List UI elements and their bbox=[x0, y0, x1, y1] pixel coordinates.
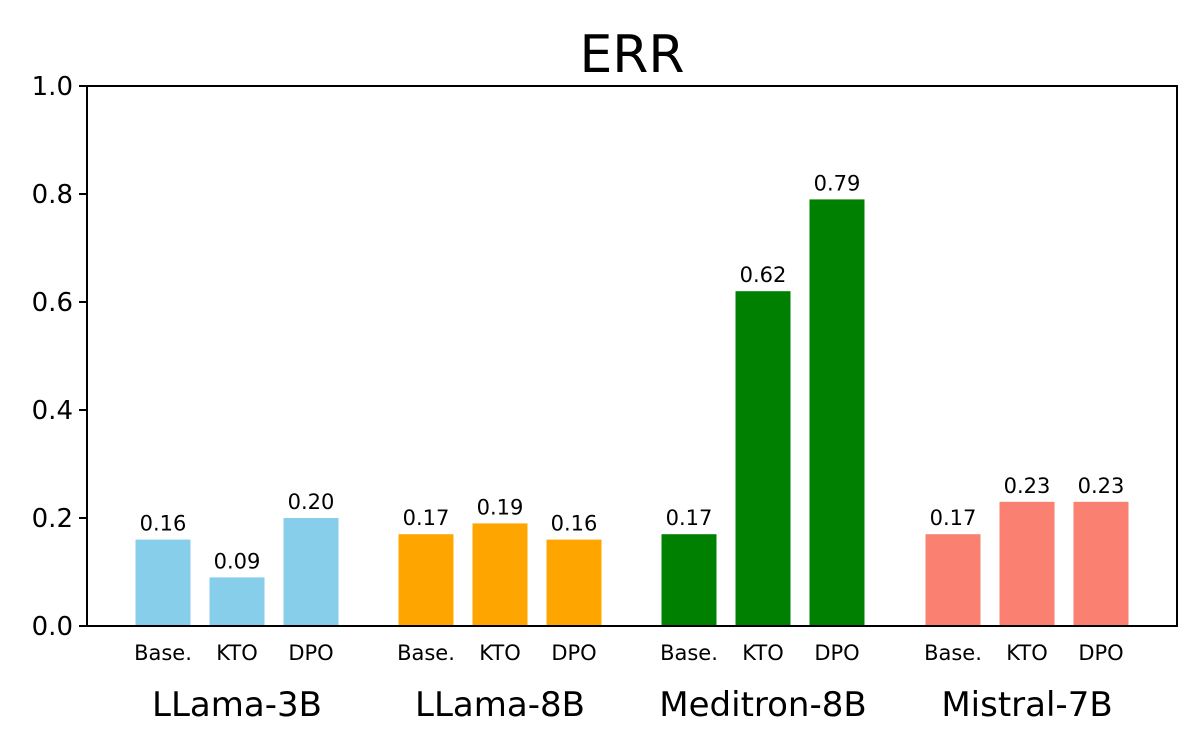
x-tick-label: Base. bbox=[660, 641, 718, 665]
bar-llama-8b-kto bbox=[472, 523, 528, 626]
bar-value-label: 0.62 bbox=[740, 263, 787, 287]
x-tick-label: DPO bbox=[551, 641, 596, 665]
bar-value-label: 0.23 bbox=[1004, 474, 1051, 498]
group-label: LLama-8B bbox=[415, 685, 585, 725]
bar-llama-8b-dpo bbox=[546, 539, 602, 626]
group-label: LLama-3B bbox=[152, 685, 322, 725]
bar-value-label: 0.17 bbox=[403, 506, 450, 530]
y-tick-label: 0.6 bbox=[32, 288, 73, 318]
value-labels-layer: 0.16 0.09 0.20 0.17 0.19 0.16 0.17 0.62 0.79 0.17… bbox=[140, 171, 1125, 573]
bars-layer bbox=[135, 199, 1129, 626]
y-tick-label: 0.4 bbox=[32, 396, 73, 426]
bar-llama-8b-base bbox=[398, 534, 454, 626]
bar-value-label: 0.09 bbox=[214, 549, 261, 573]
y-tick-label: 0.0 bbox=[32, 612, 73, 642]
bar-value-label: 0.17 bbox=[666, 506, 713, 530]
bar-mistral-7b-base bbox=[925, 534, 981, 626]
y-axis: 0.0 0.2 0.4 0.6 0.8 1.0 bbox=[32, 72, 87, 642]
bar-mistral-7b-dpo bbox=[1073, 501, 1129, 626]
plot-frame bbox=[86, 85, 1178, 627]
bar-value-label: 0.16 bbox=[140, 512, 187, 536]
y-tick-label: 0.2 bbox=[32, 504, 73, 534]
bar-llama-3b-dpo bbox=[283, 518, 339, 626]
bar-meditron-8b-kto bbox=[735, 291, 791, 626]
bar-meditron-8b-dpo bbox=[809, 199, 865, 626]
y-tick-label: 0.8 bbox=[32, 180, 73, 210]
group-label: Meditron-8B bbox=[659, 685, 866, 725]
x-tick-label: KTO bbox=[479, 641, 521, 665]
bar-value-label: 0.20 bbox=[288, 490, 335, 514]
bar-llama-3b-kto bbox=[209, 577, 265, 626]
bar-value-label: 0.16 bbox=[551, 512, 598, 536]
x-labels-layer: Base. KTO DPO LLama-3B Base. KTO DPO LLama-8B Ba… bbox=[134, 641, 1124, 725]
bar-value-label: 0.23 bbox=[1078, 474, 1125, 498]
bar-value-label: 0.79 bbox=[814, 171, 861, 195]
x-tick-label: DPO bbox=[814, 641, 859, 665]
y-tick-label: 1.0 bbox=[32, 72, 73, 102]
x-tick-label: Base. bbox=[397, 641, 455, 665]
x-tick-label: Base. bbox=[924, 641, 982, 665]
bar-value-label: 0.19 bbox=[477, 495, 524, 519]
x-tick-label: KTO bbox=[742, 641, 784, 665]
bar-mistral-7b-kto bbox=[999, 501, 1055, 626]
bar-value-label: 0.17 bbox=[930, 506, 977, 530]
x-tick-label: DPO bbox=[288, 641, 333, 665]
group-label: Mistral-7B bbox=[941, 685, 1112, 725]
x-tick-label: DPO bbox=[1078, 641, 1123, 665]
chart-title: ERR bbox=[579, 25, 684, 85]
x-tick-label: KTO bbox=[216, 641, 258, 665]
x-tick-label: KTO bbox=[1006, 641, 1048, 665]
bar-llama-3b-base bbox=[135, 539, 191, 626]
x-tick-label: Base. bbox=[134, 641, 192, 665]
bar-meditron-8b-base bbox=[661, 534, 717, 626]
